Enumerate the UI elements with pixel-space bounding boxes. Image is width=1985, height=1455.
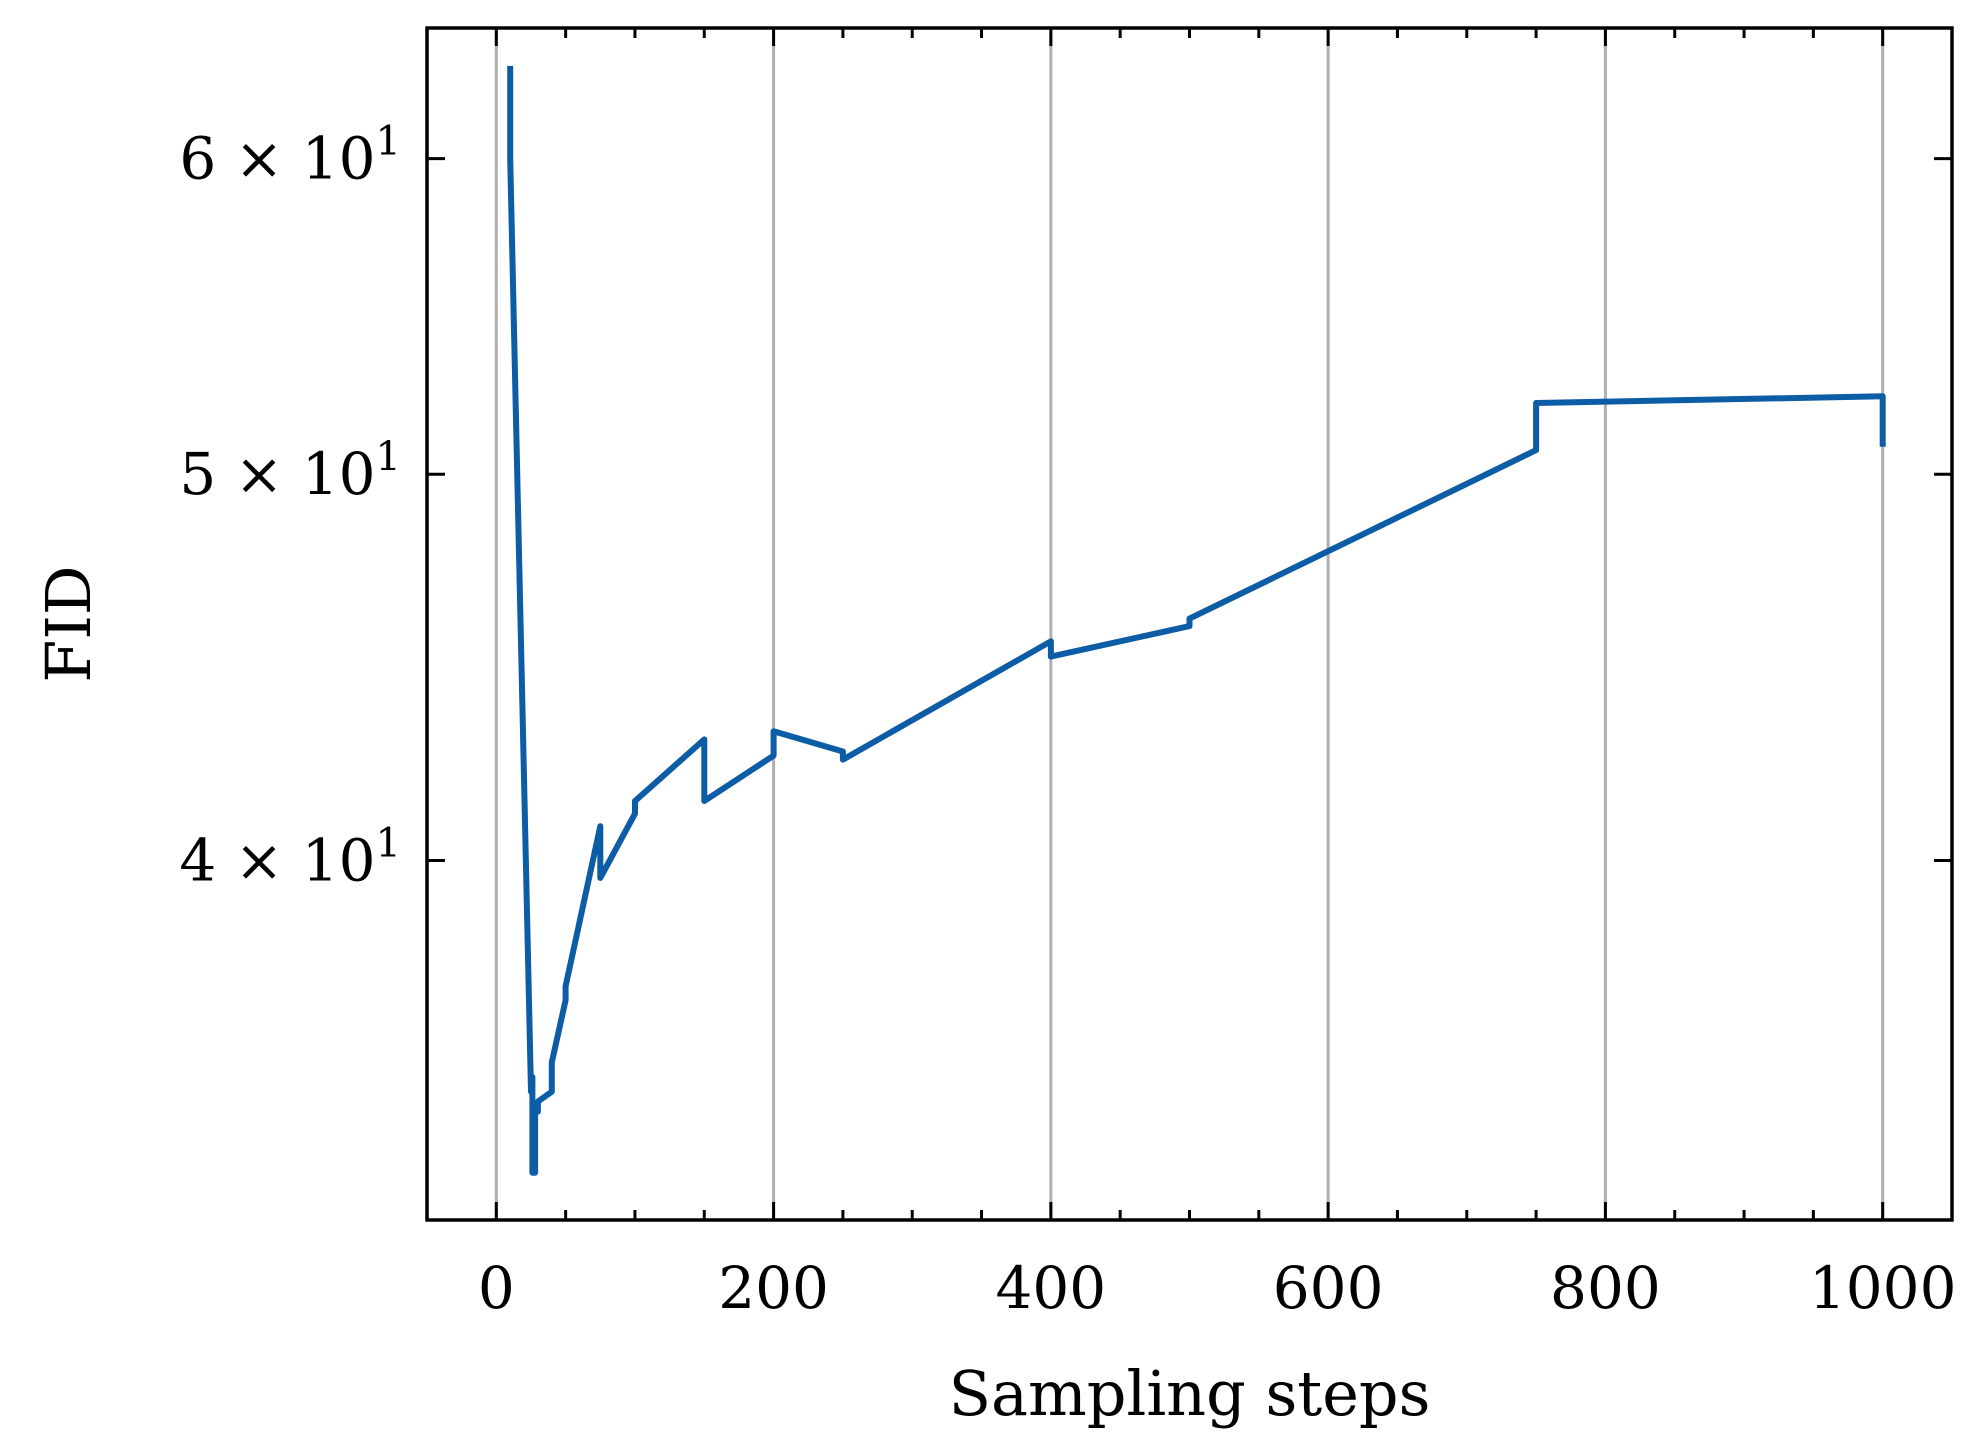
series-layer [507, 65, 1886, 1176]
grid-lines [494, 28, 1885, 1220]
y-tick-exponent: 1 [376, 821, 401, 867]
y-tick-label: 4 × 101 [179, 821, 401, 895]
x-axis-label: Sampling steps [949, 1357, 1431, 1430]
x-tick-label: 0 [478, 1254, 515, 1322]
y-tick-label: 6 × 101 [179, 119, 401, 193]
y-tick-exponent: 1 [376, 434, 401, 480]
x-tick-label: 600 [1273, 1254, 1384, 1322]
fid-series-line [507, 65, 1886, 1176]
x-tick-label: 800 [1550, 1254, 1661, 1322]
x-tick-label: 400 [996, 1254, 1107, 1322]
x-tick-labels: 0 200 400 600 800 1000 [478, 1254, 1957, 1322]
y-tick-mantissa: 6 × 10 [179, 125, 375, 193]
x-tick-label: 1000 [1809, 1254, 1957, 1322]
x-tick-label: 200 [718, 1254, 829, 1322]
ticks [427, 28, 1952, 1220]
y-tick-exponent: 1 [376, 119, 401, 165]
y-tick-label: 5 × 101 [179, 434, 401, 508]
y-tick-mantissa: 5 × 10 [179, 440, 375, 508]
y-axis-label: FID [32, 565, 105, 682]
y-tick-mantissa: 4 × 10 [179, 827, 375, 895]
